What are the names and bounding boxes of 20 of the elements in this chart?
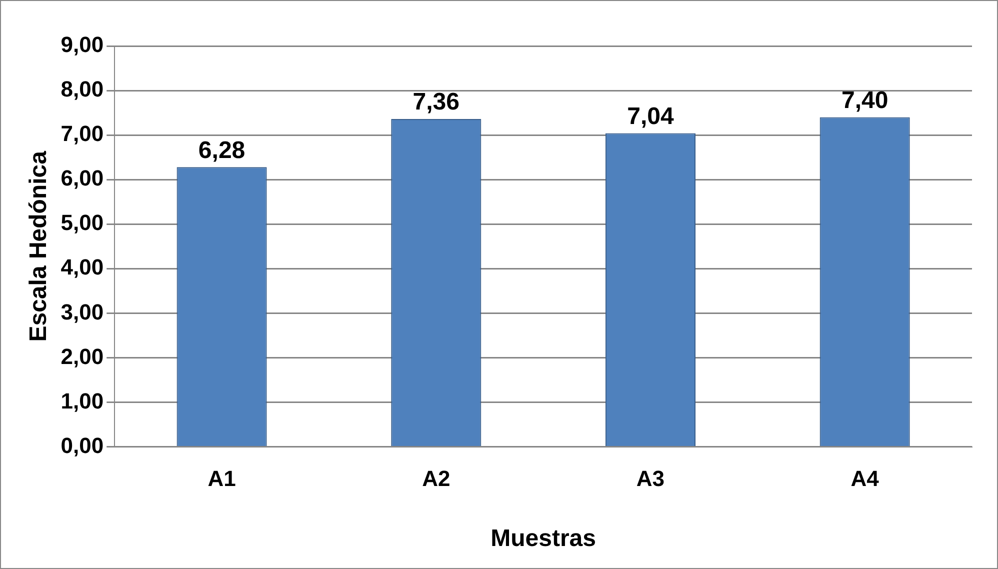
x-tick-label: A1 <box>208 466 236 492</box>
x-axis-title: Muestras <box>490 525 596 552</box>
y-tick-label: 2,00 <box>60 344 104 369</box>
x-tick-label: A4 <box>850 466 880 492</box>
x-tick-label: A3 <box>636 466 665 492</box>
y-tick-label: 7,00 <box>60 121 104 146</box>
y-tick-label: 3,00 <box>60 299 104 324</box>
x-tick-label: A2 <box>422 466 450 492</box>
y-tick-label: 9,00 <box>60 32 104 58</box>
data-label: 7,36 <box>412 88 460 116</box>
y-tick-label: 1,00 <box>60 388 104 414</box>
y-axis-title: Escala Hedónica <box>25 150 52 342</box>
y-tick-label: 8,00 <box>60 76 104 102</box>
y-tick-label: 0,00 <box>60 432 104 458</box>
data-label: 6,28 <box>198 136 246 164</box>
data-label: 7,40 <box>841 86 888 114</box>
y-tick-label: 5,00 <box>60 210 104 236</box>
y-tick-label: 4,00 <box>60 254 104 280</box>
y-tick-label: 6,00 <box>60 166 104 191</box>
data-label: 7,04 <box>627 102 674 130</box>
